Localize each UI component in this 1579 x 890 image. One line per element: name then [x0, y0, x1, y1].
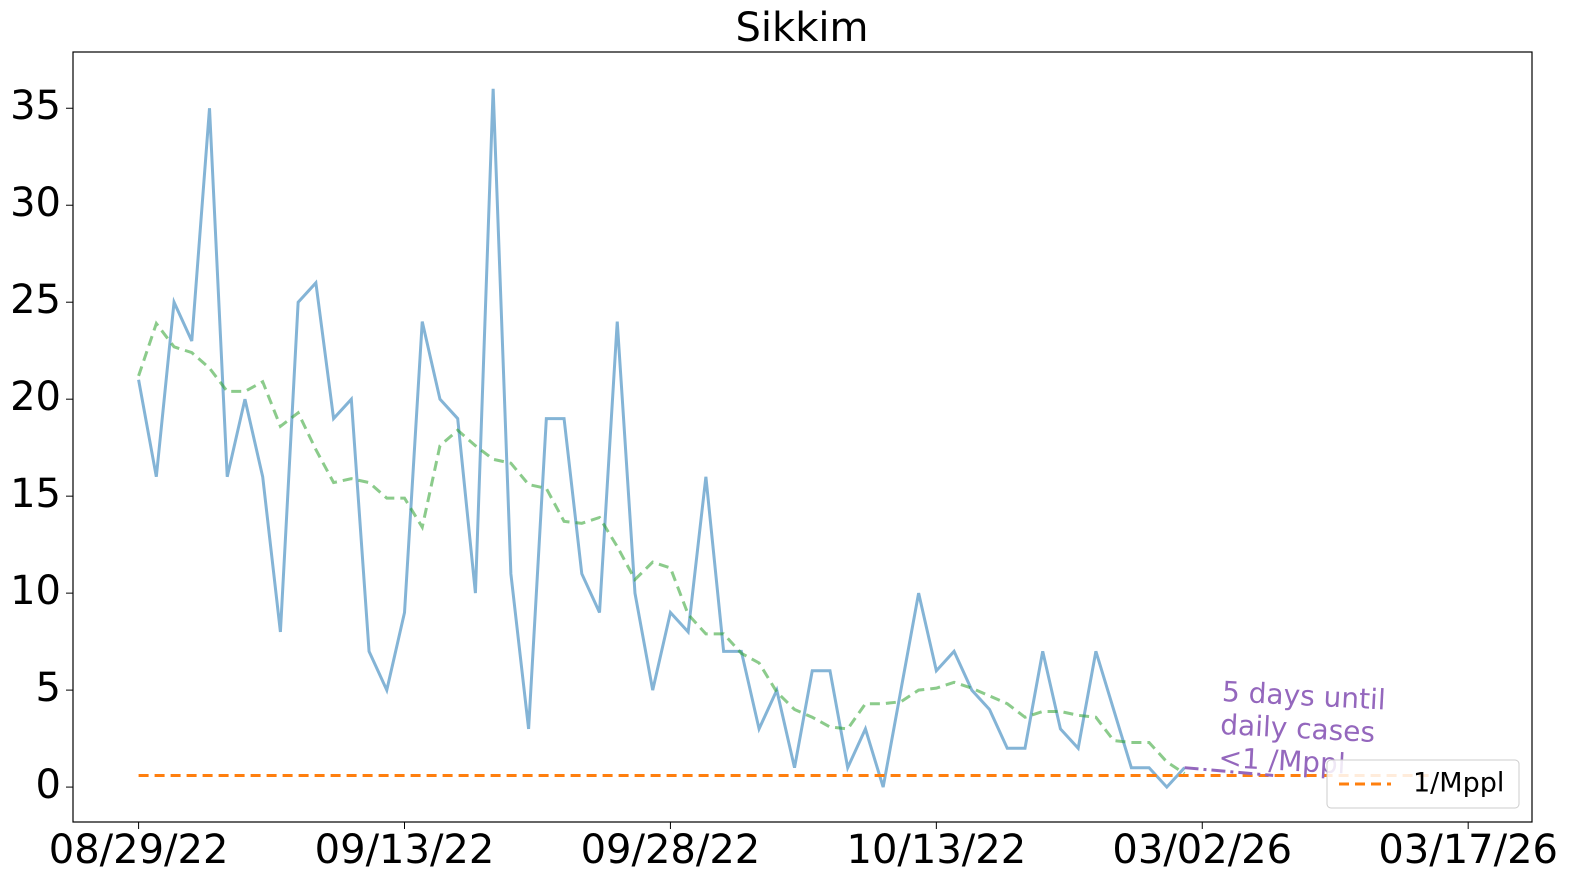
y-tick-label: 35 [10, 83, 61, 129]
annotation-text: <1 /Mppl [1218, 741, 1347, 781]
y-tick-label: 0 [36, 762, 61, 808]
legend-label: 1/Mppl [1413, 768, 1504, 799]
y-tick-label: 15 [10, 471, 61, 517]
chart-title: Sikkim [736, 5, 869, 51]
y-tick-label: 20 [10, 374, 61, 420]
x-tick-label: 08/29/22 [49, 827, 229, 873]
y-tick-label: 30 [10, 180, 61, 226]
x-tick-label: 03/02/26 [1112, 827, 1292, 873]
x-tick-label: 03/17/26 [1378, 827, 1558, 873]
x-tick-label: 09/28/22 [581, 827, 761, 873]
series-line [137, 88, 1186, 790]
plot-frame [72, 51, 1533, 823]
legend-box [1326, 759, 1520, 809]
y-tick-label: 25 [10, 277, 61, 323]
y-tick-label: 10 [10, 568, 61, 614]
x-tick-label: 10/13/22 [847, 827, 1027, 873]
series-line [1184, 766, 1274, 777]
annotation-text: daily cases [1219, 708, 1375, 749]
y-tick-label: 5 [36, 665, 61, 711]
x-tick-label: 09/13/22 [315, 827, 495, 873]
series-line [137, 320, 1186, 775]
